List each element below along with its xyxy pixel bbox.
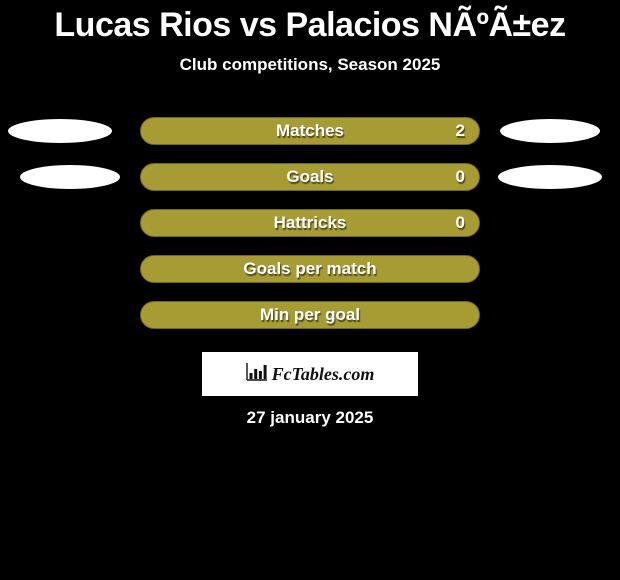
stat-label: Min per goal <box>260 305 360 325</box>
stat-bar: Matches 2 <box>140 117 480 145</box>
right-marker <box>500 119 600 143</box>
stat-bar: Hattricks 0 <box>140 209 480 237</box>
stat-row: Hattricks 0 <box>0 209 620 255</box>
stat-value: 0 <box>456 213 465 233</box>
stat-bar: Min per goal <box>140 301 480 329</box>
right-marker <box>498 165 602 189</box>
stat-rows: Matches 2 Goals 0 Hattricks 0 Goals per match M… <box>0 117 620 347</box>
stat-row: Matches 2 <box>0 117 620 163</box>
stat-label: Hattricks <box>274 213 347 233</box>
stat-value: 2 <box>456 121 465 141</box>
page-subtitle: Club competitions, Season 2025 <box>0 55 620 75</box>
stat-row: Min per goal <box>0 301 620 347</box>
stat-label: Matches <box>276 121 344 141</box>
stat-bar: Goals 0 <box>140 163 480 191</box>
badge-label: FcTables.com <box>246 363 375 386</box>
stat-bar: Goals per match <box>140 255 480 283</box>
stat-label: Goals <box>286 167 333 187</box>
infographic-container: Lucas Rios vs Palacios NÃºÃ±ez Club comp… <box>0 0 620 580</box>
bar-chart-icon <box>246 363 268 386</box>
left-marker <box>20 165 120 189</box>
stat-row: Goals per match <box>0 255 620 301</box>
date-label: 27 january 2025 <box>0 408 620 428</box>
stat-value: 0 <box>456 167 465 187</box>
stat-label: Goals per match <box>243 259 376 279</box>
left-marker <box>8 119 112 143</box>
source-badge: FcTables.com <box>202 352 418 396</box>
stat-row: Goals 0 <box>0 163 620 209</box>
badge-text: FcTables.com <box>272 364 375 385</box>
page-title: Lucas Rios vs Palacios NÃºÃ±ez <box>0 0 620 45</box>
